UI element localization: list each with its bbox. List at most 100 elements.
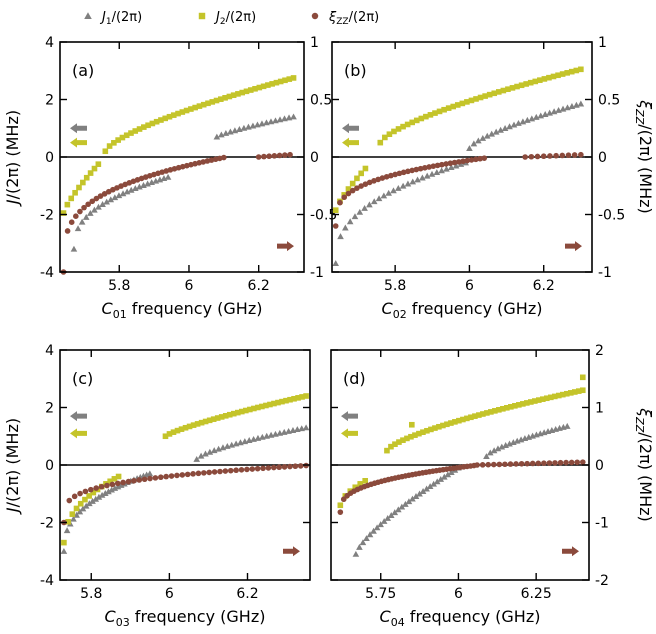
legend-item: J1/(2π) — [84, 10, 142, 27]
data-point-xi — [89, 198, 96, 205]
data-point-xi — [77, 208, 83, 215]
data-point-xi — [276, 464, 282, 471]
data-point-xi — [468, 157, 475, 163]
data-point-xi — [460, 158, 466, 165]
data-point-j1 — [448, 469, 455, 476]
data-point-j2 — [115, 137, 121, 143]
y-tick-label-right: 2 — [595, 343, 604, 359]
data-point-j1 — [399, 182, 407, 189]
data-point-xi — [238, 467, 245, 473]
y-axis-label-right: ξZZ/(2π) (MHz) — [633, 407, 655, 522]
data-point-j2 — [579, 387, 586, 394]
data-point-j2 — [166, 113, 173, 120]
y-axis-label-right: ξZZ/(2π) (MHz) — [633, 99, 655, 214]
data-point-xi — [157, 474, 164, 481]
data-point-xi — [93, 195, 100, 202]
data-point-j1 — [391, 509, 399, 516]
legend-marker — [311, 12, 319, 20]
data-point-xi — [563, 459, 569, 466]
data-point-j2 — [128, 130, 134, 136]
data-point-xi — [434, 162, 441, 169]
data-point-j2 — [440, 422, 446, 429]
data-point-j1 — [60, 547, 68, 554]
data-point-xi — [474, 462, 480, 468]
data-point-j2 — [524, 400, 530, 406]
data-point-j2 — [218, 96, 224, 102]
data-point-j2 — [567, 390, 574, 396]
data-point-j1 — [346, 218, 354, 225]
data-point-j2 — [247, 87, 254, 93]
data-point-j1 — [404, 180, 412, 187]
data-point-j1 — [70, 245, 78, 252]
data-point-j1 — [375, 195, 383, 202]
data-point-j2 — [512, 403, 518, 409]
data-point-j2 — [428, 426, 434, 433]
data-point-j2 — [482, 93, 488, 99]
data-point-j1 — [356, 543, 363, 550]
data-point-xi — [179, 472, 186, 478]
data-point-j2 — [352, 484, 359, 491]
y-tick-label-left: 4 — [45, 343, 54, 359]
data-point-j1 — [99, 201, 106, 207]
data-point-xi — [341, 194, 348, 201]
x-tick-label: 6.25 — [521, 586, 552, 602]
data-point-j1 — [438, 167, 445, 174]
data-point-xi — [73, 213, 79, 220]
data-point-j2 — [436, 108, 443, 115]
data-point-j2 — [496, 89, 502, 95]
left-axis-arrow — [341, 428, 358, 439]
data-point-j2 — [136, 126, 143, 132]
data-point-xi — [222, 468, 229, 474]
data-point-xi — [287, 463, 293, 470]
data-point-j2 — [408, 433, 414, 440]
data-point-j2 — [230, 410, 237, 417]
y-tick-label-right: 0.5 — [310, 93, 332, 109]
y-tick-label-left: 0 — [45, 150, 54, 166]
data-point-j2 — [162, 115, 169, 122]
data-point-j1 — [127, 186, 135, 193]
data-point-j2 — [252, 85, 258, 92]
data-point-xi — [281, 464, 288, 470]
data-point-j2 — [528, 399, 534, 405]
data-point-xi — [120, 479, 126, 486]
x-axis-label: C02 frequency (GHz) — [382, 299, 543, 321]
data-point-xi — [481, 155, 488, 161]
data-point-j2 — [256, 84, 263, 91]
data-point-j2 — [196, 103, 203, 109]
data-point-j1 — [515, 119, 522, 126]
data-point-j2 — [575, 388, 582, 394]
data-point-xi — [392, 171, 398, 178]
data-point-xi — [568, 459, 575, 466]
data-point-j2 — [145, 122, 151, 129]
y-tick-label-right: -0.5 — [598, 208, 625, 224]
data-point-j2 — [170, 429, 177, 435]
data-point-j2 — [141, 124, 147, 130]
data-point-xi — [388, 172, 394, 179]
data-point-j2 — [178, 426, 185, 432]
data-point-j2 — [61, 539, 67, 546]
data-point-j2 — [358, 170, 364, 177]
data-point-j2 — [202, 418, 209, 425]
data-point-j2 — [500, 405, 506, 412]
y-tick-label-left: 2 — [45, 401, 54, 417]
data-point-j2 — [392, 441, 398, 447]
data-point-xi — [85, 201, 91, 208]
data-point-j1 — [457, 160, 465, 167]
data-point-j2 — [432, 425, 438, 431]
data-point-j2 — [509, 85, 516, 91]
data-points — [337, 374, 586, 557]
data-point-j2 — [541, 76, 548, 82]
data-point-xi — [409, 167, 415, 174]
data-point-j2 — [563, 390, 570, 397]
data-point-j2 — [239, 89, 246, 96]
data-point-xi — [287, 151, 293, 158]
data-point-xi — [349, 187, 356, 194]
x-tick-label: 5.75 — [365, 586, 396, 602]
data-point-xi — [574, 459, 581, 466]
data-point-xi — [430, 163, 437, 169]
data-point-j2 — [564, 70, 570, 76]
data-point-xi — [141, 476, 148, 483]
x-tick-label: 6.2 — [248, 278, 270, 294]
data-point-j2 — [441, 106, 447, 113]
data-point-j2 — [175, 110, 181, 117]
